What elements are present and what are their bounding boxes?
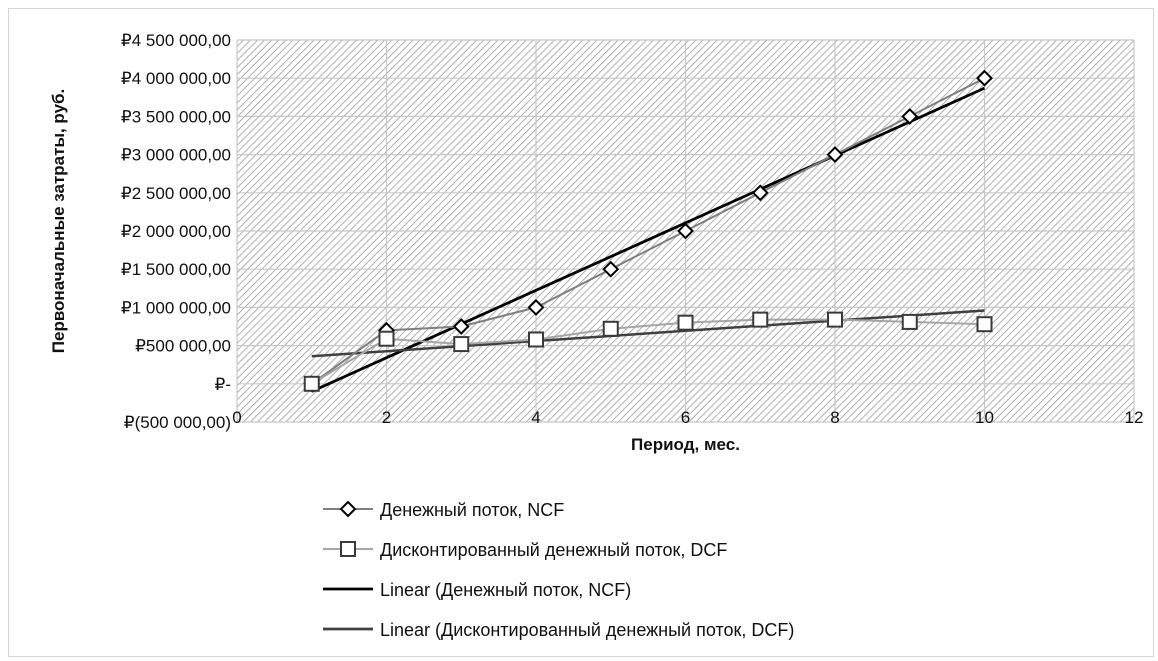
series-0-point-7 <box>826 146 844 164</box>
x-tick-label-1: 2 <box>382 408 391 427</box>
y-axis-ticks: ₽(500 000,00) ₽- ₽500 000,00 ₽1 000 000,00 ₽… <box>121 31 231 432</box>
x-tick-label-5: 10 <box>975 408 994 427</box>
series-1-point-8 <box>901 313 918 330</box>
x-tick-label-4: 8 <box>830 408 839 427</box>
x-tick-label-2: 4 <box>531 408 540 427</box>
x-tick-label-6: 12 <box>1125 408 1144 427</box>
trendline-1 <box>311 309 985 358</box>
series-0-point-9 <box>976 69 993 87</box>
y-tick-label-3: ₽1 000 000,00 <box>121 298 231 317</box>
legend-marker-0 <box>339 500 357 518</box>
series-0-point-4 <box>602 260 620 278</box>
series-1-point-3 <box>528 331 544 348</box>
legend-trend-label-1: Linear (Дисконтированный денежный поток,… <box>380 620 794 640</box>
series-1-point-1 <box>378 330 395 347</box>
y-tick-label-8: ₽3 500 000,00 <box>121 107 231 126</box>
x-axis-ticks: 0 2 4 6 8 10 12 <box>232 408 1143 427</box>
y-tick-label-0: ₽(500 000,00) <box>124 413 231 432</box>
y-tick-label-7: ₽3 000 000,00 <box>121 146 231 165</box>
legend-label-1: Дисконтированный денежный поток, DCF <box>380 540 727 560</box>
series-line-1 <box>311 318 985 385</box>
y-axis-title: Первоначальные затраты, руб. <box>49 89 68 353</box>
series-1-point-2 <box>453 336 470 353</box>
x-tick-label-3: 6 <box>681 408 690 427</box>
y-tick-label-6: ₽2 500 000,00 <box>121 184 231 203</box>
y-tick-label-2: ₽500 000,00 <box>135 337 231 356</box>
series-1-point-4 <box>602 320 619 337</box>
legend-label-0: Денежный поток, NCF <box>380 500 564 520</box>
series-0-point-8 <box>901 107 919 125</box>
series-1-point-5 <box>677 314 694 331</box>
legend-marker-1 <box>340 541 356 557</box>
series-1-point-9 <box>976 316 993 333</box>
legend: Денежный поток, NCF Дисконтированный дене… <box>323 500 794 640</box>
y-tick-label-4: ₽1 500 000,00 <box>121 260 231 279</box>
series-line-0 <box>311 77 985 385</box>
series-1-point-6 <box>752 311 769 328</box>
series-0-point-6 <box>751 184 769 202</box>
y-tick-label-10: ₽4 500 000,00 <box>121 31 231 50</box>
series-1-point-7 <box>827 311 843 328</box>
y-tick-label-5: ₽2 000 000,00 <box>121 222 231 241</box>
legend-trend-label-0: Linear (Денежный поток, NCF) <box>380 580 631 600</box>
y-tick-label-9: ₽4 000 000,00 <box>121 69 231 88</box>
x-axis-title: Период, мес. <box>631 435 740 454</box>
series-0-point-2 <box>452 318 470 335</box>
series-0-point-3 <box>527 298 545 316</box>
series-0-point-5 <box>677 222 694 240</box>
y-tick-label-1: ₽- <box>215 375 231 394</box>
x-tick-label-0: 0 <box>232 408 241 427</box>
series-layer <box>303 69 993 393</box>
series-1-point-0 <box>303 375 320 392</box>
